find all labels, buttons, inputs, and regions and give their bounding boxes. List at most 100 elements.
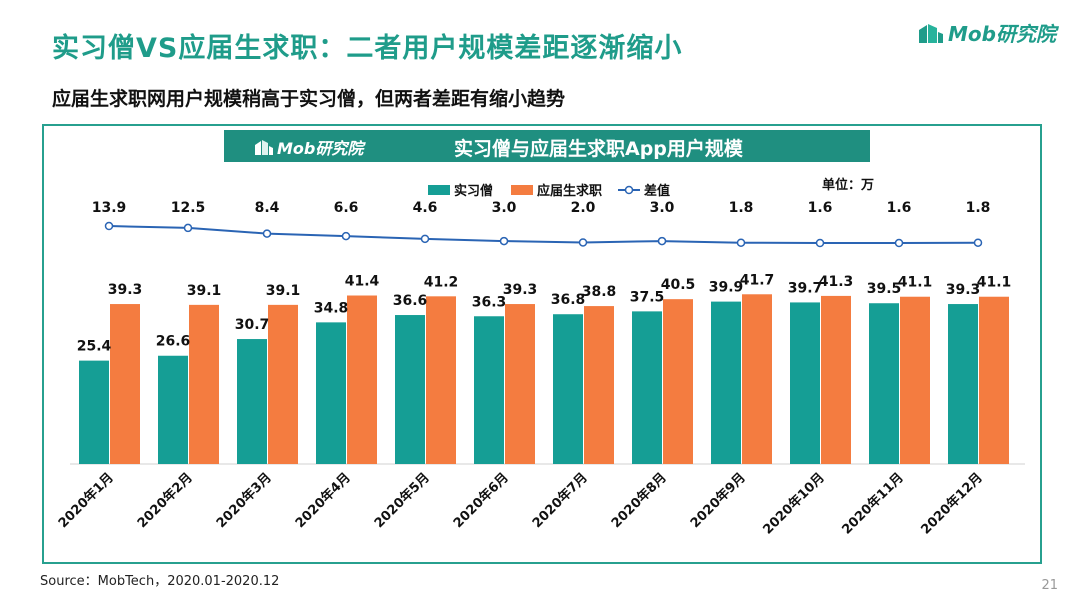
- diff-label: 1.6: [887, 200, 912, 216]
- bar-yingjiesheng: [900, 296, 930, 464]
- building-logo-icon: [255, 140, 273, 155]
- diff-label: 3.0: [650, 200, 675, 216]
- data-label-yingjiesheng: 39.3: [108, 282, 143, 298]
- bar-shixiseng: [79, 360, 109, 464]
- diff-label: 12.5: [171, 200, 206, 216]
- data-label-yingjiesheng: 40.5: [661, 277, 696, 293]
- data-label-yingjiesheng: 41.7: [740, 272, 775, 288]
- diff-point: [341, 231, 351, 241]
- chart-banner: Mob研究院 实习僧与应届生求职App用户规模: [224, 130, 870, 162]
- diff-point: [578, 238, 588, 247]
- data-label-yingjiesheng: 41.3: [819, 274, 854, 290]
- x-tick-label: 2020年11月: [839, 470, 907, 538]
- page-number: 21: [1041, 578, 1058, 593]
- x-tick-label: 2020年3月: [213, 470, 275, 532]
- data-label-yingjiesheng: 41.4: [345, 274, 380, 290]
- diff-point: [736, 238, 746, 247]
- x-tick-label: 2020年5月: [371, 470, 433, 532]
- bar-yingjiesheng: [742, 294, 772, 464]
- data-label-shixiseng: 34.8: [314, 300, 349, 316]
- legend-swatch-shixiseng: [428, 185, 450, 195]
- diff-point: [657, 236, 667, 246]
- bar-shixiseng: [158, 355, 188, 464]
- data-label-yingjiesheng: 39.1: [187, 283, 222, 299]
- x-tick-label: 2020年9月: [687, 470, 749, 532]
- data-label-shixiseng: 26.6: [156, 334, 191, 350]
- brand-logo: Mob研究院: [918, 18, 1056, 47]
- legend-label-shixiseng: 实习僧: [454, 183, 493, 199]
- legend-label-yingjiesheng: 应届生求职: [537, 183, 602, 199]
- chart-title: 实习僧与应届生求职App用户规模: [454, 138, 743, 160]
- data-label-shixiseng: 25.4: [77, 339, 112, 355]
- diff-label: 6.6: [334, 200, 359, 216]
- building-logo-icon: [919, 23, 944, 43]
- bar-shixiseng: [553, 314, 583, 464]
- data-label-yingjiesheng: 41.1: [898, 275, 933, 291]
- bar-yingjiesheng: [347, 295, 377, 464]
- diff-label: 8.4: [255, 200, 280, 216]
- data-label-shixiseng: 39.9: [709, 280, 744, 296]
- bar-shixiseng: [790, 302, 820, 464]
- data-label-shixiseng: 37.5: [630, 289, 665, 305]
- bar-shixiseng: [632, 311, 662, 464]
- bar-shixiseng: [395, 315, 425, 464]
- x-tick-label: 2020年2月: [134, 470, 196, 532]
- bar-yingjiesheng: [189, 304, 219, 464]
- x-tick-label: 2020年7月: [529, 470, 591, 532]
- legend-marker-diff: [624, 185, 634, 195]
- data-label-yingjiesheng: 39.1: [266, 283, 301, 299]
- legend-label-diff: 差值: [644, 183, 670, 199]
- banner-brand-name: Mob研究院: [277, 139, 364, 158]
- bar-yingjiesheng: [268, 304, 298, 464]
- data-label-yingjiesheng: 41.2: [424, 274, 459, 290]
- bar-shixiseng: [948, 304, 978, 464]
- page-title: 实习僧VS应届生求职：二者用户规模差距逐渐缩小: [52, 33, 683, 64]
- bar-yingjiesheng: [584, 306, 614, 464]
- x-tick-label: 2020年6月: [450, 470, 512, 532]
- data-label-shixiseng: 36.6: [393, 293, 428, 309]
- bar-yingjiesheng: [426, 296, 456, 464]
- diff-point: [183, 223, 193, 233]
- data-label-shixiseng: 39.7: [788, 280, 823, 296]
- diff-point: [815, 238, 825, 248]
- unit-label: 单位：万: [822, 177, 874, 193]
- data-label-shixiseng: 39.5: [867, 281, 902, 297]
- diff-label: 1.8: [966, 200, 991, 216]
- diff-point: [420, 234, 430, 244]
- diff-point: [894, 238, 904, 248]
- diff-label: 1.8: [729, 200, 754, 216]
- brand-name: Mob研究院: [948, 22, 1056, 46]
- bar-shixiseng: [316, 322, 346, 464]
- diff-label: 3.0: [492, 200, 517, 216]
- data-label-yingjiesheng: 41.1: [977, 275, 1012, 291]
- x-tick-label: 2020年8月: [608, 470, 670, 532]
- bar-yingjiesheng: [110, 304, 140, 464]
- x-tick-label: 2020年12月: [918, 470, 986, 538]
- bar-yingjiesheng: [979, 296, 1009, 464]
- bar-shixiseng: [474, 316, 504, 464]
- bar-shixiseng: [237, 339, 267, 464]
- data-label-shixiseng: 39.3: [946, 282, 981, 298]
- source-note: Source：MobTech，2020.01-2020.12: [40, 574, 280, 589]
- data-label-yingjiesheng: 39.3: [503, 282, 538, 298]
- data-label-shixiseng: 30.7: [235, 317, 270, 333]
- diff-point: [499, 236, 509, 246]
- x-tick-label: 2020年1月: [55, 470, 117, 532]
- legend-swatch-yingjiesheng: [511, 185, 533, 195]
- diff-label: 1.6: [808, 200, 833, 216]
- banner-brand: Mob研究院: [254, 135, 363, 159]
- x-tick-label: 2020年4月: [292, 470, 354, 532]
- data-label-shixiseng: 36.8: [551, 292, 586, 308]
- x-tick-label: 2020年10月: [760, 470, 828, 538]
- diff-label: 2.0: [571, 200, 596, 216]
- diff-label: 13.9: [92, 200, 127, 216]
- bar-shixiseng: [869, 303, 899, 464]
- bar-yingjiesheng: [505, 304, 535, 464]
- diff-label: 4.6: [413, 200, 438, 216]
- page-subtitle: 应届生求职网用户规模稍高于实习僧，但两者差距有缩小趋势: [52, 88, 566, 110]
- data-label-yingjiesheng: 38.8: [582, 284, 617, 300]
- bar-shixiseng: [711, 301, 741, 464]
- diff-point: [262, 229, 272, 238]
- data-label-shixiseng: 36.3: [472, 294, 507, 310]
